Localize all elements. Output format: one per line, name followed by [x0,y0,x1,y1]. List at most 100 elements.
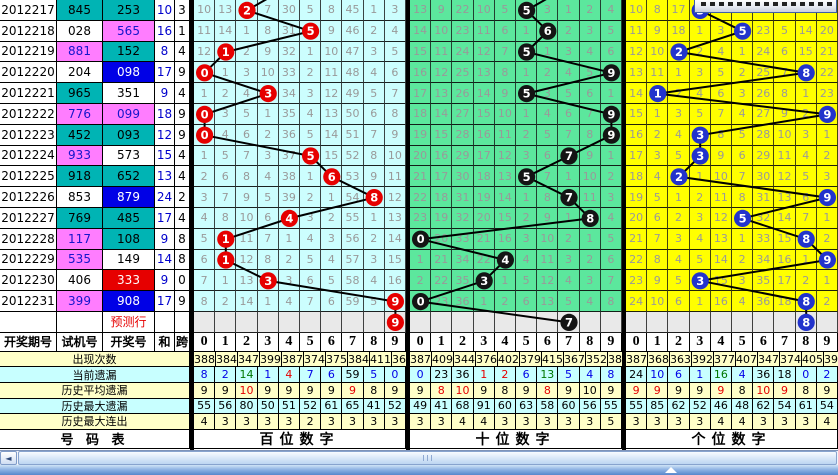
grid-row: 22 18 31 19 14 1 8 11 3 [410,187,623,208]
stat-value: 0 [795,367,817,383]
stat-value: 63 [516,398,538,415]
stat-value: 8 [194,367,216,383]
omission-cell: 1 [689,166,711,188]
hundreds-digit-grid: 10 13 7 30 5 8 45 1 3 11 14 1 8 31 9 46 2 4 12 2 9 32 1 10 47 3 5 1… [194,0,414,450]
stat-value: 59 [342,367,364,383]
omission-cell: 2 [215,83,237,104]
digit-header: 9 [384,332,407,352]
sum-cell: 24 [155,187,175,208]
omission-cell: 5 [668,270,690,292]
omission-cell: 3 [516,145,538,167]
span-cell: 9 [175,103,190,125]
omission-cell: 10 [626,0,648,21]
omission-cell: 2 [795,103,817,125]
omission-cell: 25 [452,62,474,84]
digit-header: 5 [732,332,754,352]
prediction-cell [494,311,517,333]
omission-cell: 3 [321,228,343,250]
stat-value: 5 [600,414,623,430]
omission-cell: 14 [384,228,407,250]
omission-cell: 1 [410,249,432,271]
appear-count-row: 387 409 344 376 402 379 415 367 352 381 [410,351,630,368]
grid-row: 11 9 18 1 3 23 5 14 20 [626,20,838,42]
omission-cell: 12 [473,41,495,63]
prediction-cell [558,311,580,333]
test-number-cell: 117 [57,228,103,250]
omission-cell: 1 [537,41,559,63]
horizontal-scrollbar[interactable]: ◄ [0,449,838,466]
omission-cell: 11 [579,187,601,208]
omission-cell [516,41,538,63]
stat-value: 2 [300,414,322,430]
stat-value: 384 [216,351,238,368]
omission-cell: 34 [753,249,775,271]
grid-row: 19 15 28 16 11 2 5 7 8 [410,124,623,146]
omission-cell [516,166,538,188]
omission-cell: 22 [626,249,648,271]
omission-cell: 3 [579,270,601,292]
period-cell: 2012228 [0,228,57,250]
omission-cell: 15 [710,270,733,292]
omission-cell: 13 [321,103,343,125]
omission-cell: 36 [278,124,301,146]
stat-value: 91 [473,398,495,415]
omission-cell: 9 [321,20,343,42]
omission-cell: 3 [732,83,754,104]
grid-row: 13 9 22 10 5 3 1 2 4 [410,0,623,21]
omission-cell: 15 [473,103,495,125]
omission-cell: 3 [363,41,385,63]
omission-cell: 2 [816,145,838,167]
prediction-cell [774,311,796,333]
omission-cell: 4 [516,249,538,271]
prediction-cell [600,311,623,333]
draw-row: 2012231 399 908 17 9 [0,291,190,312]
scroll-left-button[interactable]: ◄ [0,450,17,466]
tens-digit-grid: 13 9 22 10 5 3 1 2 4 14 10 23 11 6 1 2 3 5 15 11 24 12 7 1 3 4 6 16… [410,0,630,450]
grid-row: 21 7 3 4 13 1 33 15 2 [626,228,838,250]
omission-cell: 17 [473,145,495,167]
omission-cell: 9 [579,145,601,167]
stat-value: 377 [714,351,736,368]
omission-cell: 4 [194,207,216,229]
stat-value: 41 [431,398,453,415]
omission-cell: 6 [300,270,322,292]
period-cell: 2012227 [0,207,57,229]
omission-cell [321,166,343,188]
stat-value: 3 [668,414,690,430]
omission-cell: 23 [753,20,775,42]
stat-value: 18 [774,367,796,383]
omission-cell: 2 [732,62,754,84]
omission-cell: 32 [278,41,301,63]
omission-cell: 7 [300,291,322,312]
draw-results-table: 2012217 845 253 10 3 2012218 028 565 16 1 2012219 8… [0,0,190,450]
span-cell: 4 [175,166,190,188]
period-cell: 2012221 [0,83,57,104]
omission-cell: 4 [579,291,601,312]
draw-row: 2012221 965 351 9 4 [0,83,190,104]
omission-cell: 5 [537,124,559,146]
omission-cell: 1 [579,228,601,250]
omission-cell: 7 [194,270,216,292]
omission-cell: 11 [194,20,216,42]
omission-cell: 8 [257,20,279,42]
scrollbar-thumb[interactable] [18,450,837,466]
test-number-cell: 399 [57,291,103,312]
omission-cell: 2 [363,20,385,42]
sum-cell: 17 [155,62,175,84]
grid-row: 14 10 23 11 6 1 2 3 5 [410,20,623,42]
stat-value: 9 [816,382,838,399]
omission-cell: 33 [278,62,301,84]
grid-row: 17 13 26 14 9 3 5 6 1 [410,83,623,104]
omission-cell: 4 [300,103,322,125]
prediction-cell [795,311,817,333]
stat-value: 4 [452,414,474,430]
stat-value: 55 [600,398,623,415]
omission-cell [795,291,817,312]
omission-cell: 18 [431,187,453,208]
grid-row: 12 10 2 4 1 24 6 15 21 [626,41,838,63]
omission-cell: 56 [342,228,364,250]
omission-cell: 7 [494,41,517,63]
omission-cell: 5 [321,270,343,292]
stat-value: 50 [257,398,279,415]
omission-cell: 26 [452,83,474,104]
